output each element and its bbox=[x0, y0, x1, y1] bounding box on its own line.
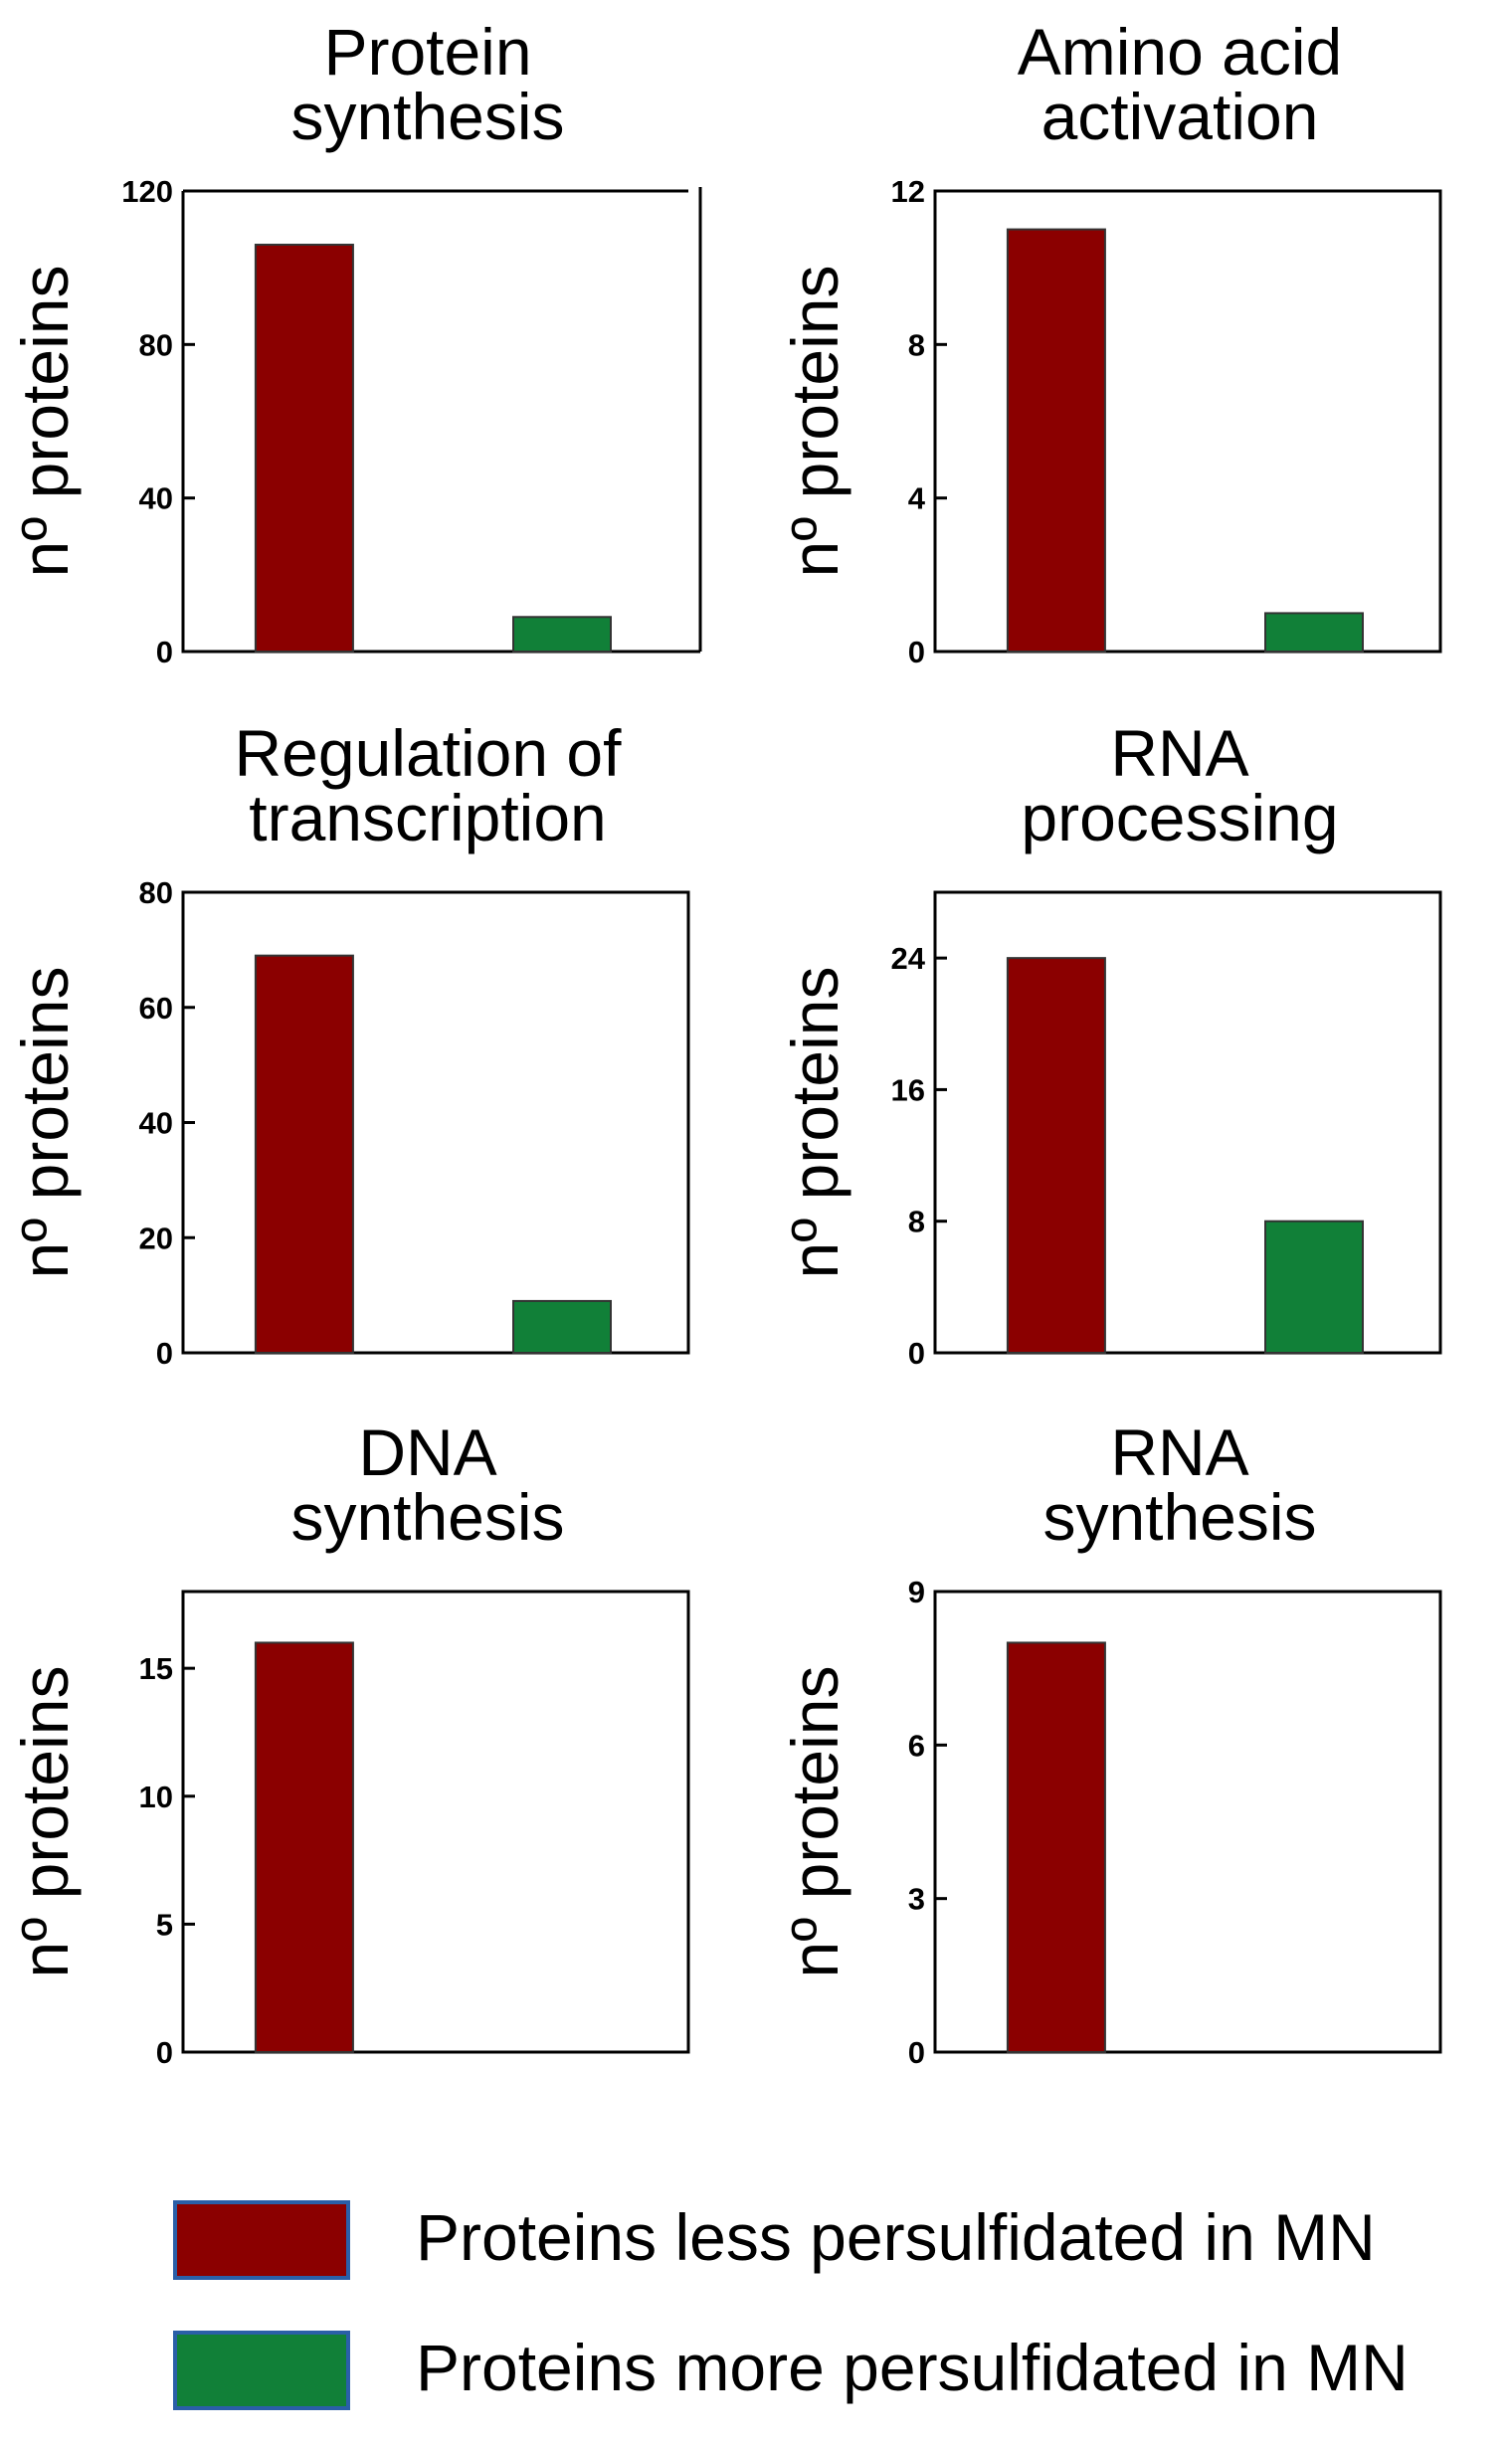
bar-less bbox=[1006, 957, 1106, 1355]
y-tick-label: 12 bbox=[891, 174, 925, 209]
chart-title-line: synthesis bbox=[290, 1480, 564, 1554]
y-tick-label: 0 bbox=[908, 635, 925, 669]
bar-more bbox=[1264, 1220, 1364, 1354]
y-tick-label: 120 bbox=[121, 174, 173, 209]
plot-frame bbox=[933, 1590, 1442, 2054]
y-tick-label: 0 bbox=[908, 2035, 925, 2070]
y-tick-label: 24 bbox=[891, 941, 926, 976]
y-axis-label: nº proteins bbox=[778, 967, 851, 1279]
y-tick-label: 0 bbox=[156, 2035, 173, 2070]
y-tick-label: 8 bbox=[908, 1205, 925, 1239]
chart-title-line: synthesis bbox=[1042, 1480, 1316, 1554]
y-tick-label: 15 bbox=[139, 1651, 173, 1686]
y-axis-label: nº proteins bbox=[778, 266, 851, 578]
chart-title-line: processing bbox=[1021, 781, 1338, 854]
y-tick-label: 8 bbox=[908, 327, 925, 362]
y-tick-label: 6 bbox=[908, 1728, 925, 1763]
chart-title-line: Regulation of bbox=[235, 716, 623, 790]
y-tick-label: 10 bbox=[139, 1780, 173, 1814]
bar-less bbox=[254, 244, 354, 653]
y-tick-label: 80 bbox=[139, 327, 173, 362]
y-tick-label: 0 bbox=[156, 635, 173, 669]
legend-label-more: Proteins more persulfidated in MN bbox=[416, 2331, 1409, 2404]
bar-less bbox=[254, 1641, 354, 2053]
y-tick-label: 40 bbox=[139, 1106, 173, 1141]
y-axis-label: nº proteins bbox=[8, 266, 82, 578]
y-tick-label: 60 bbox=[139, 991, 173, 1026]
bar-less bbox=[254, 954, 354, 1354]
y-tick-label: 16 bbox=[891, 1072, 925, 1107]
y-tick-label: 9 bbox=[908, 1575, 925, 1609]
bar-less bbox=[1006, 228, 1106, 653]
y-axis-label: nº proteins bbox=[8, 967, 82, 1279]
chart-title-line: RNA bbox=[1110, 1415, 1248, 1489]
legend-swatch-more bbox=[173, 2331, 350, 2410]
chart-title-line: DNA bbox=[358, 1415, 496, 1489]
bar-less bbox=[1006, 1641, 1106, 2053]
plot-frame bbox=[933, 890, 1442, 1355]
y-tick-label: 3 bbox=[908, 1882, 925, 1917]
chart-title-line: Amino acid bbox=[1018, 15, 1343, 89]
y-tick-label: 0 bbox=[156, 1336, 173, 1371]
plot-frame bbox=[933, 189, 1442, 654]
bar-more bbox=[512, 616, 612, 654]
legend: Proteins less persulfidated in MN Protei… bbox=[173, 2200, 1409, 2410]
plot-frame bbox=[181, 1590, 690, 2054]
chart-title-line: Protein bbox=[323, 15, 531, 89]
chart-title-line: activation bbox=[1041, 80, 1319, 153]
legend-label-less: Proteins less persulfidated in MN bbox=[416, 2200, 1376, 2274]
y-axis-label: nº proteins bbox=[8, 1666, 82, 1978]
y-axis-label: nº proteins bbox=[778, 1666, 851, 1978]
y-tick-label: 80 bbox=[139, 875, 173, 910]
y-tick-label: 0 bbox=[908, 1336, 925, 1371]
y-tick-label: 40 bbox=[139, 481, 173, 516]
y-tick-label: 4 bbox=[908, 481, 926, 516]
legend-swatch-less bbox=[173, 2200, 350, 2280]
chart-title-line: RNA bbox=[1110, 716, 1248, 790]
chart-title-line: synthesis bbox=[290, 80, 564, 153]
chart-title-line: transcription bbox=[249, 781, 607, 854]
bar-more bbox=[512, 1299, 612, 1354]
y-tick-label: 20 bbox=[139, 1221, 173, 1255]
y-tick-label: 5 bbox=[156, 1907, 173, 1942]
bar-more bbox=[1264, 612, 1364, 654]
